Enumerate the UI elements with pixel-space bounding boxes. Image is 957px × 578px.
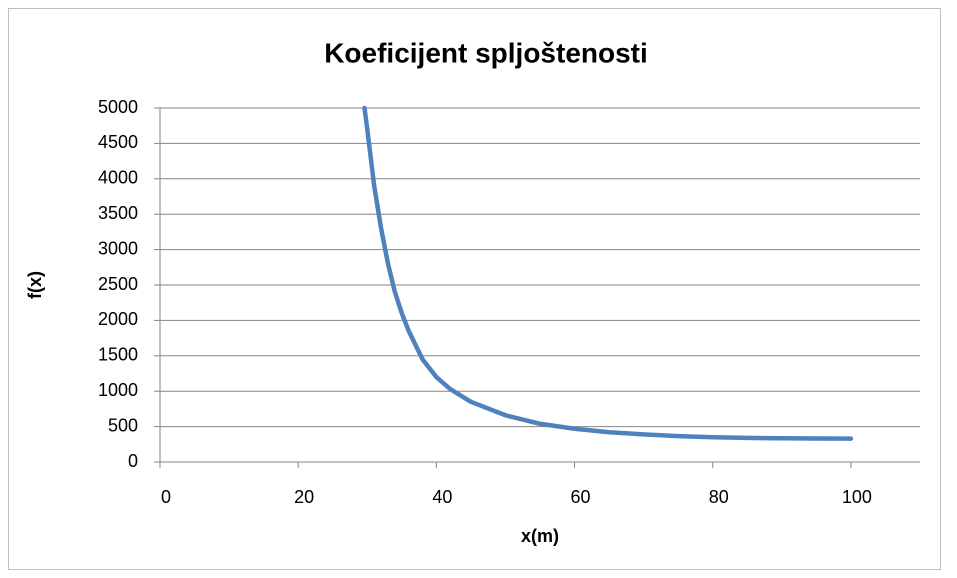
- x-tick-label: 80: [709, 487, 729, 507]
- chart-border: [8, 8, 941, 570]
- x-axis-label: x(m): [521, 526, 559, 546]
- y-tick-label: 1000: [98, 380, 138, 400]
- x-tick-label: 60: [571, 487, 591, 507]
- chart-title: Koeficijent spljoštenosti: [324, 37, 648, 68]
- y-tick-label: 4000: [98, 168, 138, 188]
- y-tick-label: 3500: [98, 203, 138, 223]
- x-tick-label: 0: [161, 487, 171, 507]
- y-tick-label: 2500: [98, 274, 138, 294]
- y-tick-label: 0: [128, 451, 138, 471]
- x-tick-label: 20: [294, 487, 314, 507]
- y-tick-label: 2000: [98, 309, 138, 329]
- x-tick-label: 100: [842, 487, 872, 507]
- y-tick-label: 4500: [98, 132, 138, 152]
- y-axis-label: f(x): [25, 271, 45, 299]
- y-tick-label: 1500: [98, 345, 138, 365]
- y-tick-label: 3000: [98, 238, 138, 258]
- x-tick-label: 40: [432, 487, 452, 507]
- y-tick-label: 5000: [98, 97, 138, 117]
- y-tick-label: 500: [108, 415, 138, 435]
- data-line: [362, 105, 854, 441]
